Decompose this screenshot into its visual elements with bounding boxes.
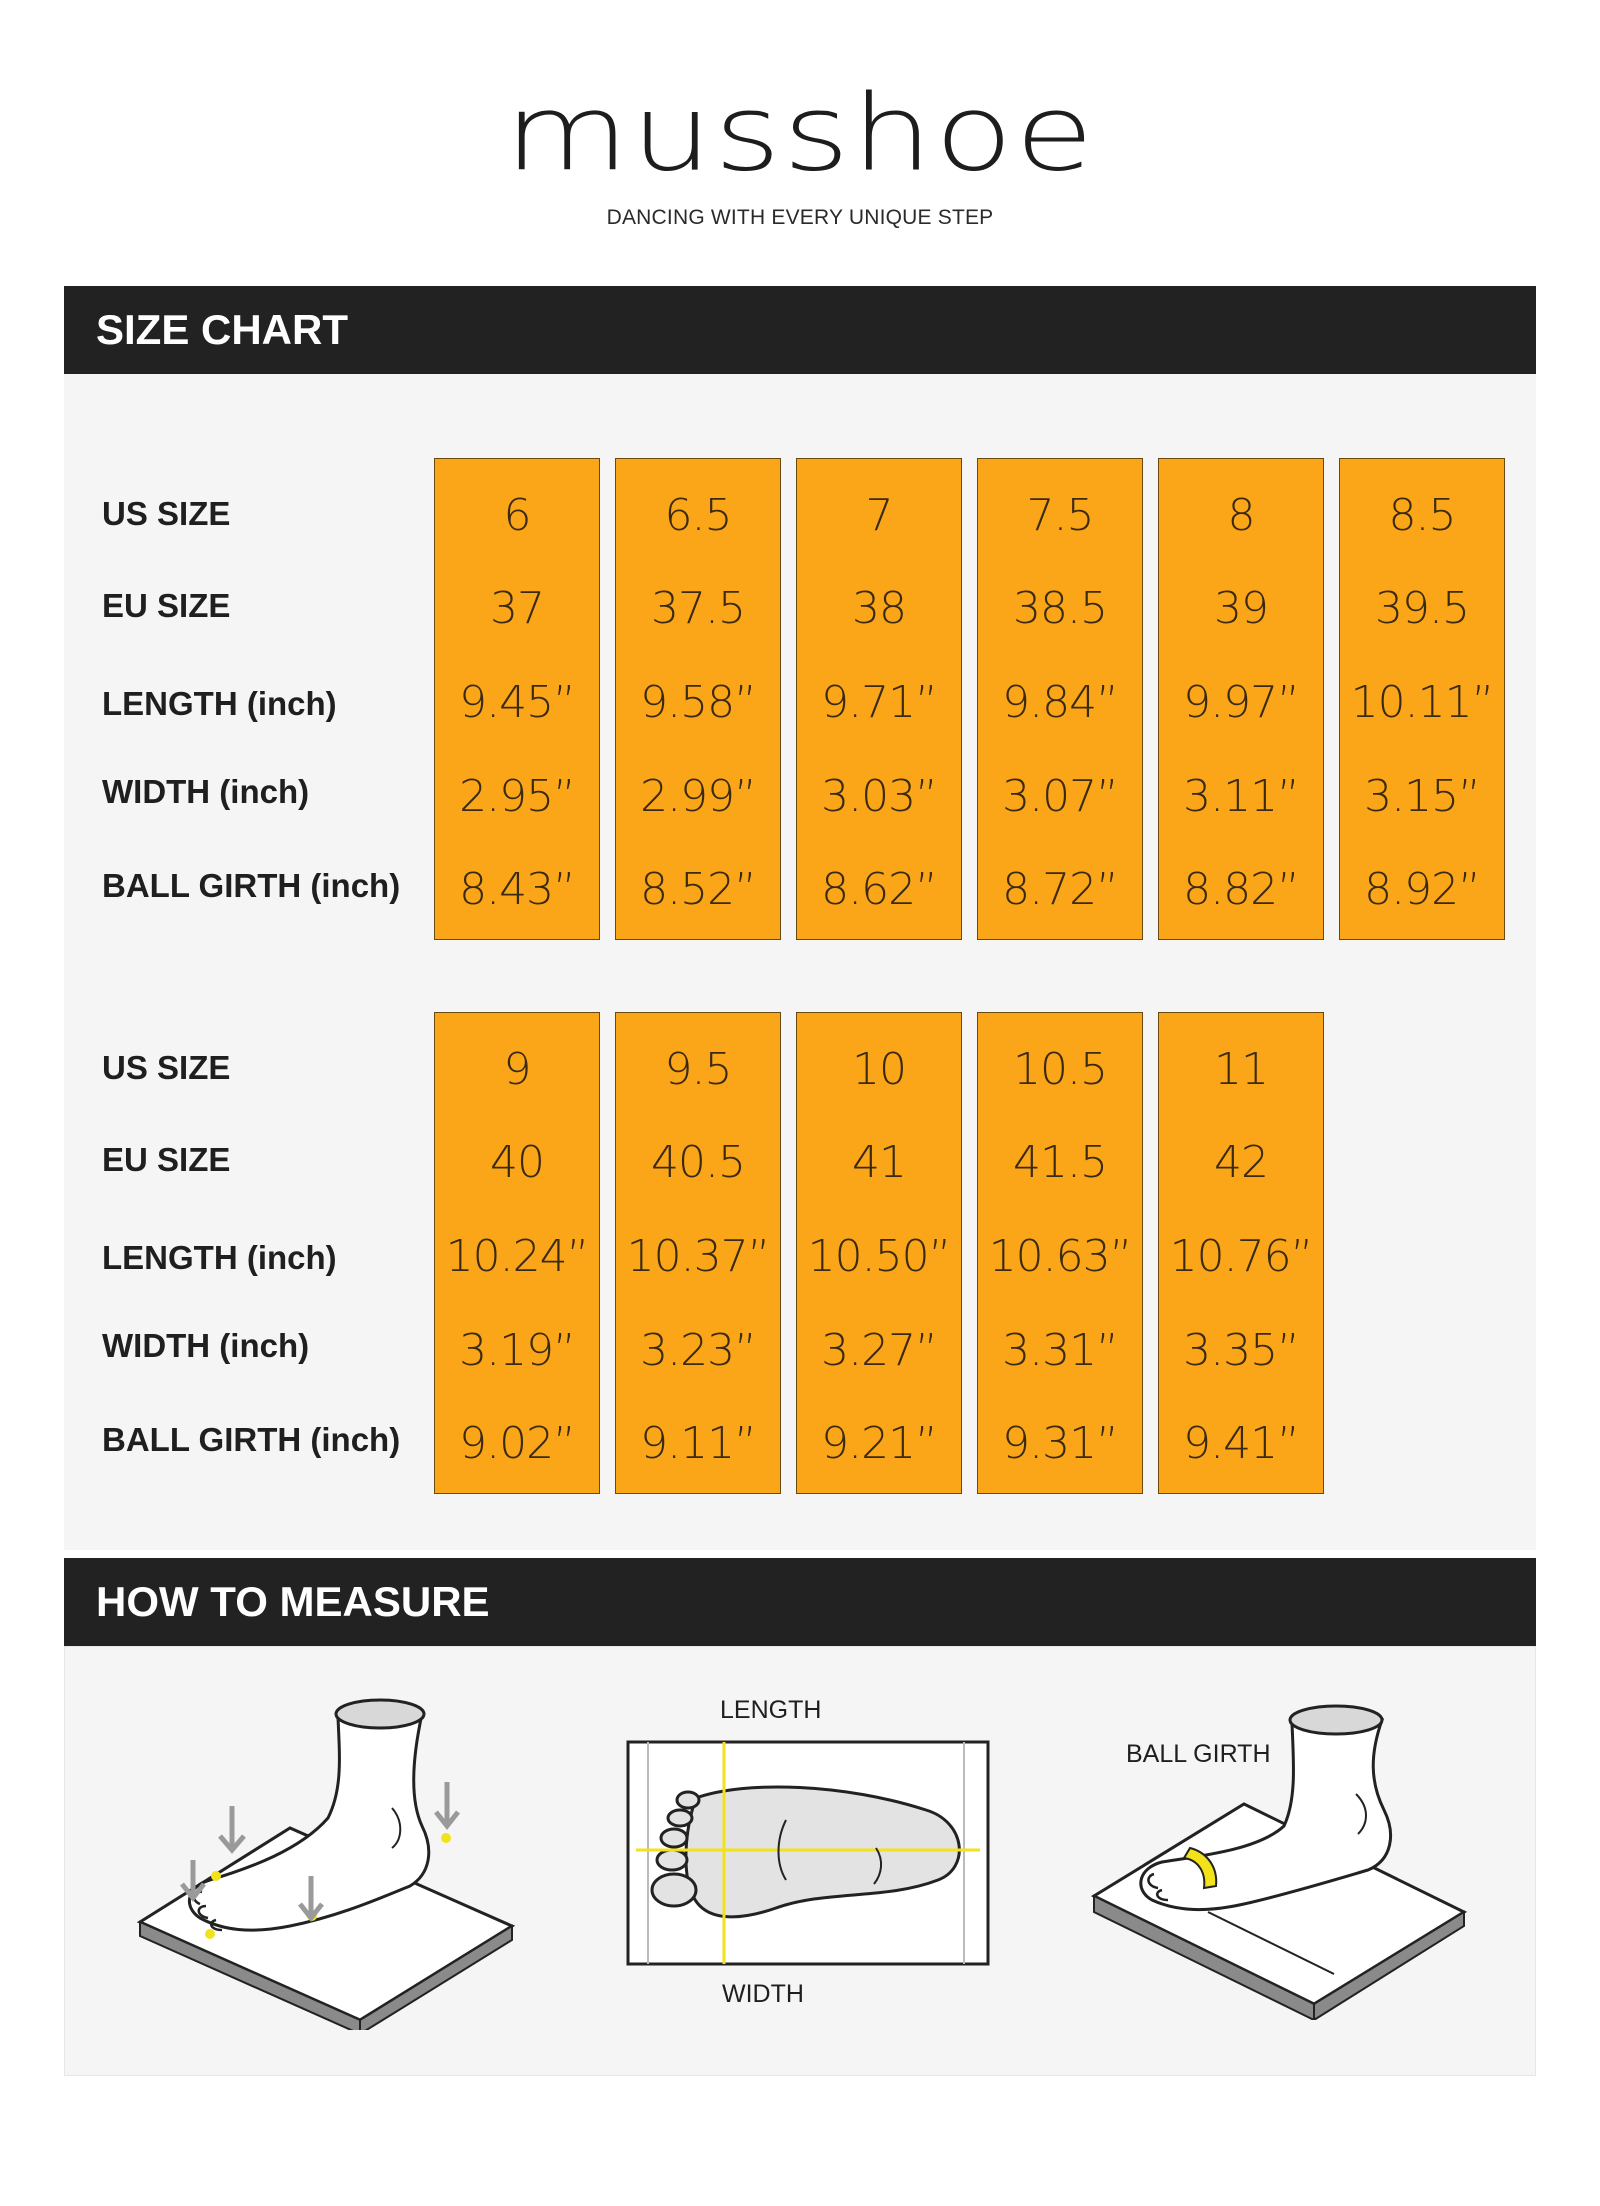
brand-logo: musshoe: [504, 72, 1096, 195]
cell-us-size: 6.5: [664, 490, 733, 541]
cell-length: 10.76”: [1169, 1231, 1314, 1282]
cell-width: 3.07”: [1002, 771, 1119, 822]
cell-ball-girth: 8.62”: [821, 864, 938, 915]
row-label-length: LENGTH (inch): [102, 1239, 337, 1276]
cell-ball-girth: 9.21”: [821, 1418, 938, 1469]
cell-width: 3.35”: [1183, 1325, 1300, 1376]
width-label: WIDTH: [722, 1980, 804, 2008]
cell-length: 9.58”: [640, 677, 757, 728]
row-label-eu-size: EU SIZE: [102, 1141, 231, 1178]
cell-eu-size: 38.5: [1013, 583, 1108, 634]
cell-length: 10.50”: [807, 1231, 952, 1282]
row-label-width: WIDTH (inch): [102, 773, 310, 810]
cell-eu-size: 42: [1214, 1137, 1269, 1188]
cell-width: 3.31”: [1002, 1325, 1119, 1376]
cell-width: 3.15”: [1364, 771, 1481, 822]
cell-width: 3.19”: [459, 1325, 576, 1376]
cell-eu-size: 38: [852, 583, 907, 634]
cell-eu-size: 40: [490, 1137, 545, 1188]
size-column: 8.5 39.5 10.11” 3.15” 8.92”: [1339, 458, 1505, 940]
row-label-eu-size: EU SIZE: [102, 587, 231, 624]
cell-ball-girth: 8.52”: [640, 864, 757, 915]
size-column: 8 39 9.97” 3.11” 8.82”: [1158, 458, 1324, 940]
cell-ball-girth: 8.43”: [459, 864, 576, 915]
cell-us-size: 9: [503, 1044, 532, 1095]
size-column: 6 37 9.45” 2.95” 8.43”: [434, 458, 600, 940]
cell-ball-girth: 9.31”: [1002, 1418, 1119, 1469]
how-to-measure-heading: HOW TO MEASURE: [64, 1558, 1536, 1646]
cell-us-size: 7: [865, 490, 894, 541]
cell-us-size: 9.5: [664, 1044, 733, 1095]
cell-us-size: 8.5: [1388, 490, 1457, 541]
cell-ball-girth: 8.82”: [1183, 864, 1300, 915]
row-label-ball-girth: BALL GIRTH (inch): [102, 1421, 401, 1458]
cell-eu-size: 39: [1214, 583, 1269, 634]
cell-width: 3.03”: [821, 771, 938, 822]
brand-header: musshoe DANCING WITH EVERY UNIQUE STEP: [0, 70, 1600, 230]
row-label-ball-girth: BALL GIRTH (inch): [102, 867, 401, 904]
size-column: 9 40 10.24” 3.19” 9.02”: [434, 1012, 600, 1494]
cell-length: 9.45”: [459, 677, 576, 728]
cell-us-size: 6: [503, 490, 532, 541]
cell-ball-girth: 9.02”: [459, 1418, 576, 1469]
cell-length: 9.71”: [821, 677, 938, 728]
row-label-length: LENGTH (inch): [102, 685, 337, 722]
size-column: 6.5 37.5 9.58” 2.99” 8.52”: [615, 458, 781, 940]
cell-length: 9.84”: [1002, 677, 1119, 728]
cell-eu-size: 37: [490, 583, 545, 634]
cell-length: 10.37”: [626, 1231, 771, 1282]
cell-ball-girth: 9.41”: [1183, 1418, 1300, 1469]
cell-us-size: 10.5: [1013, 1044, 1108, 1095]
size-column: 9.5 40.5 10.37” 3.23” 9.11”: [615, 1012, 781, 1494]
size-column: 10 41 10.50” 3.27” 9.21”: [796, 1012, 962, 1494]
cell-eu-size: 37.5: [651, 583, 746, 634]
size-column: 11 42 10.76” 3.35” 9.41”: [1158, 1012, 1324, 1494]
cell-length: 10.11”: [1350, 677, 1495, 728]
footprint-diagram: [626, 1740, 990, 1966]
cell-us-size: 7.5: [1026, 490, 1095, 541]
cell-width: 2.95”: [459, 771, 576, 822]
length-label: LENGTH: [720, 1696, 822, 1724]
ball-girth-label: BALL GIRTH: [1126, 1740, 1271, 1768]
cell-us-size: 10: [852, 1044, 907, 1095]
cell-eu-size: 39.5: [1375, 583, 1470, 634]
cell-length: 9.97”: [1183, 677, 1300, 728]
cell-width: 3.23”: [640, 1325, 757, 1376]
cell-length: 10.63”: [988, 1231, 1133, 1282]
cell-width: 2.99”: [640, 771, 757, 822]
size-column: 7 38 9.71” 3.03” 8.62”: [796, 458, 962, 940]
size-chart-heading: SIZE CHART: [64, 286, 1536, 374]
cell-eu-size: 40.5: [651, 1137, 746, 1188]
cell-width: 3.11”: [1183, 771, 1300, 822]
brand-tagline: DANCING WITH EVERY UNIQUE STEP: [606, 206, 994, 229]
cell-us-size: 11: [1214, 1044, 1269, 1095]
cell-length: 10.24”: [445, 1231, 590, 1282]
size-column: 10.5 41.5 10.63” 3.31” 9.31”: [977, 1012, 1143, 1494]
cell-eu-size: 41: [852, 1137, 907, 1188]
cell-us-size: 8: [1227, 490, 1256, 541]
cell-ball-girth: 8.72”: [1002, 864, 1119, 915]
foot-standing-diagram: [136, 1698, 516, 2030]
cell-eu-size: 41.5: [1013, 1137, 1108, 1188]
cell-ball-girth: 8.92”: [1364, 864, 1481, 915]
size-column: 7.5 38.5 9.84” 3.07” 8.72”: [977, 458, 1143, 940]
row-label-width: WIDTH (inch): [102, 1327, 310, 1364]
ball-girth-diagram: [1090, 1704, 1468, 2020]
cell-width: 3.27”: [821, 1325, 938, 1376]
row-label-us-size: US SIZE: [102, 495, 231, 532]
row-label-us-size: US SIZE: [102, 1049, 231, 1086]
cell-ball-girth: 9.11”: [640, 1418, 757, 1469]
